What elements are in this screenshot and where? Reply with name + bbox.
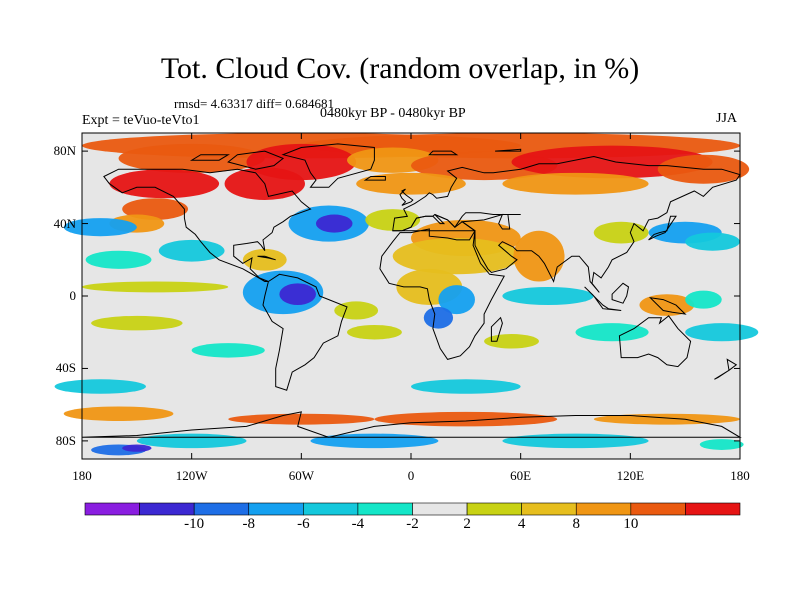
colorbar-label: 10: [623, 516, 639, 532]
colorbar-label: -6: [297, 516, 310, 532]
anomaly-patch: [593, 221, 649, 244]
lat-label: 0: [69, 288, 77, 303]
experiment-label: Expt = teVuo-teVto1: [82, 113, 200, 128]
anomaly-patch: [109, 169, 220, 199]
anomaly-patch: [242, 248, 287, 271]
coastline: [81, 411, 742, 438]
lon-label: 0: [407, 468, 415, 483]
colorbar: [84, 502, 741, 516]
anomaly-patch: [118, 143, 265, 173]
lat-label: 40N: [53, 215, 76, 231]
lat-label: 80N: [53, 143, 76, 159]
anomaly-patch: [158, 239, 225, 262]
axis-ticks: [81, 133, 741, 459]
anomaly-patch: [82, 281, 229, 293]
coastline: [103, 168, 312, 282]
lon-label: 120E: [616, 468, 645, 483]
coastline: [379, 214, 505, 360]
coastline: [428, 150, 459, 156]
anomaly-patch: [374, 411, 558, 427]
anomaly-patch: [593, 379, 704, 394]
colorbar-label: 2: [463, 516, 471, 532]
colorbar-label: -10: [184, 516, 205, 532]
colorbar-swatch: [630, 502, 686, 516]
colorbar-swatch: [193, 502, 250, 516]
coastline: [618, 315, 692, 368]
anomaly-patch: [438, 285, 475, 315]
anomaly-patch: [423, 306, 454, 329]
season-label: JJA: [716, 111, 738, 126]
anomaly-patch: [685, 232, 740, 251]
colorbar-swatch: [685, 502, 741, 516]
rmsd-diff-stats: rmsd= 4.63317 diff= 0.684681: [174, 96, 334, 111]
anomaly-patch: [639, 294, 695, 316]
coastline: [257, 255, 276, 261]
anomaly-patch: [315, 214, 353, 233]
anomaly-patch: [699, 439, 744, 450]
colorbar-swatch: [357, 502, 413, 516]
anomaly-patch: [502, 286, 594, 306]
lon-label: 120W: [175, 468, 208, 483]
lat-label: 40S: [55, 360, 76, 376]
anomaly-patch: [685, 290, 722, 309]
anomaly-patch: [502, 433, 649, 449]
coastline: [714, 358, 738, 380]
coastline: [281, 143, 375, 188]
anomaly-patch: [191, 343, 265, 358]
colorbar-label: -8: [242, 516, 256, 532]
colorbar-swatch: [412, 502, 468, 516]
colorbar-label: -4: [351, 516, 365, 532]
coastline: [611, 282, 630, 304]
colorbar-swatch: [84, 502, 140, 516]
anomaly-patch: [347, 324, 402, 340]
anomaly-patch: [411, 379, 521, 394]
coastline: [495, 148, 522, 152]
map-title: Tot. Cloud Cov. (random overlap, in %): [160, 52, 640, 85]
anomaly-patch: [575, 323, 649, 342]
anomaly-patch: [685, 323, 759, 342]
coastline: [584, 286, 622, 311]
anomaly-patch: [122, 444, 152, 452]
anomaly-patch: [593, 413, 741, 425]
anomaly-patch: [356, 172, 466, 195]
colorbar-swatch: [248, 502, 304, 516]
colorbar-swatch: [575, 502, 632, 516]
lon-label: 180: [72, 468, 92, 483]
coastline: [262, 273, 348, 391]
anomaly-patch: [91, 315, 183, 331]
coastline: [490, 316, 503, 342]
anomaly-patch: [392, 238, 521, 275]
anomaly-patch: [228, 413, 375, 425]
anomaly-patch: [502, 172, 649, 195]
anomaly-patch: [85, 250, 152, 269]
coastline: [227, 150, 285, 170]
colorbar-label: -2: [406, 516, 419, 532]
coastline: [363, 176, 386, 181]
coastline: [399, 188, 414, 206]
lat-label: 80S: [55, 432, 76, 448]
lon-label: 60E: [510, 468, 532, 483]
colorbar-label: 4: [517, 516, 526, 532]
colorbar-swatch: [521, 502, 577, 516]
lon-label: 180: [730, 468, 750, 483]
anomaly-patch: [136, 433, 247, 449]
coastline: [189, 154, 230, 161]
lon-label: 60W: [288, 468, 314, 483]
coastline: [648, 297, 687, 315]
coastline: [392, 155, 741, 293]
anomaly-patch: [63, 406, 174, 421]
anomaly-patch: [122, 198, 189, 220]
anomaly-patch: [310, 433, 439, 449]
colorbar-swatch: [139, 502, 195, 516]
period-label: 0480kyr BP - 0480kyr BP: [320, 106, 466, 121]
anomaly-patch: [279, 283, 316, 306]
coastlines: [81, 143, 742, 438]
colorbar-label: 8: [572, 516, 581, 532]
colorbar-swatch: [303, 502, 359, 516]
colorbar-swatch: [466, 502, 522, 516]
anomaly-patch: [191, 388, 302, 403]
coastline: [648, 215, 677, 241]
anomaly-patch: [54, 379, 146, 394]
